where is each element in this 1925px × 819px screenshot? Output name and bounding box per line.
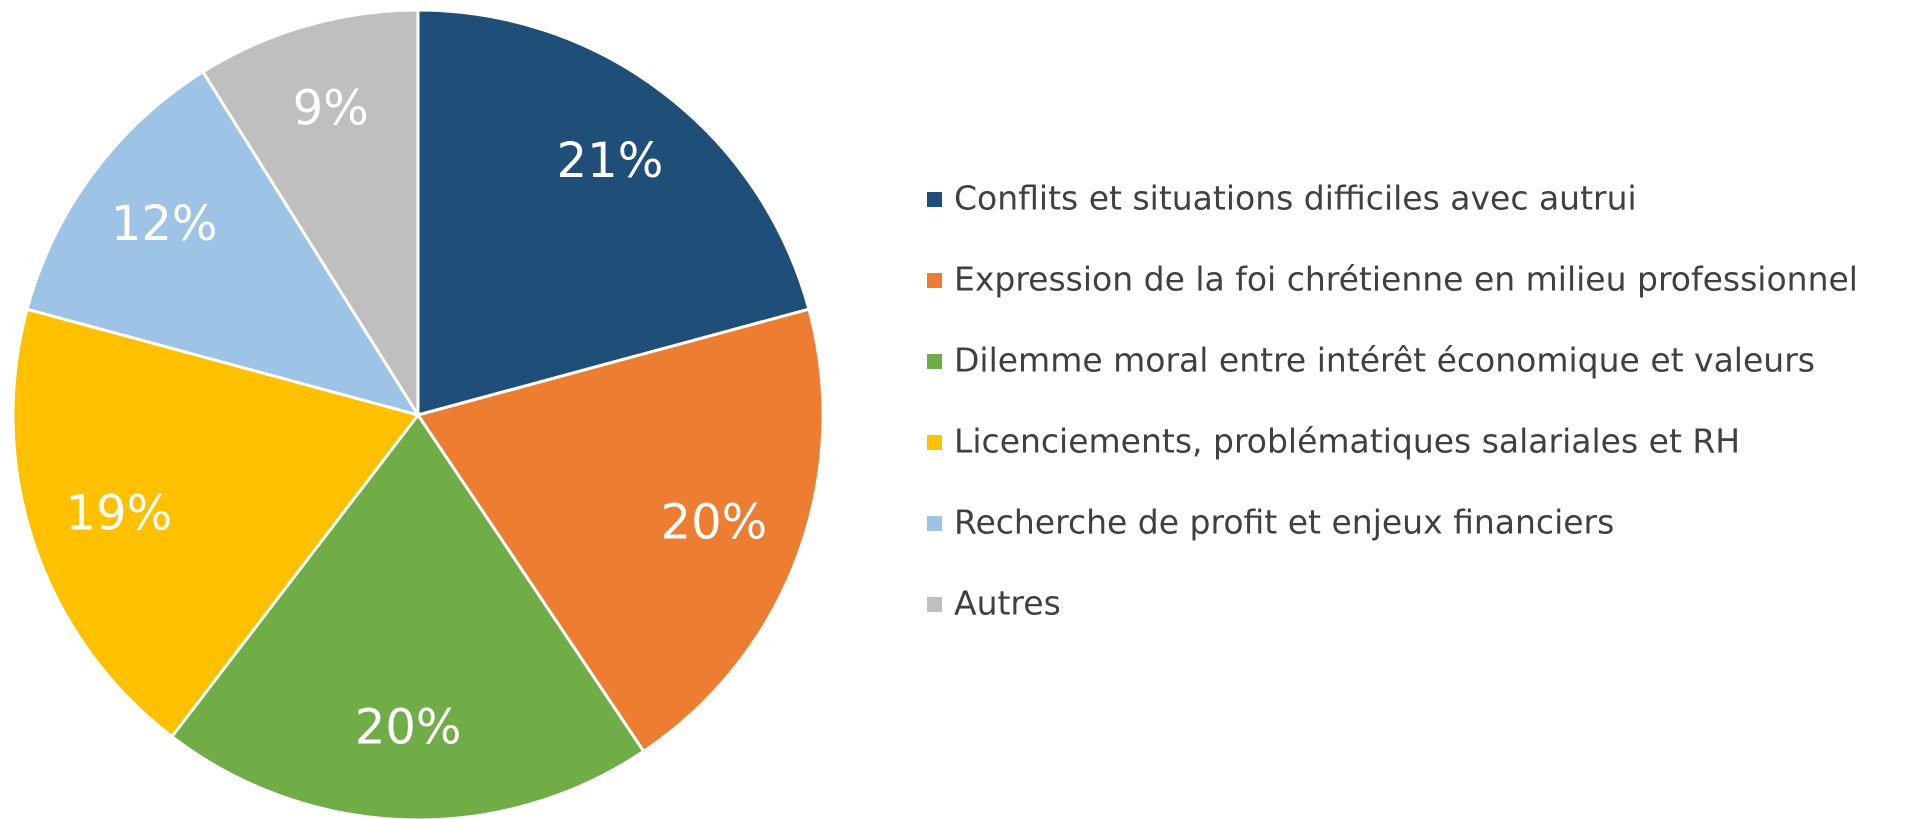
legend-text: Licenciements, problématiques salariales… [954,422,1740,461]
pie-slice [415,307,825,754]
legend-text: Expression de la foi chrétienne en milie… [954,260,1858,299]
slice-label: 20% [355,700,462,756]
legend-text: Recherche de profit et enjeux financiers [954,503,1614,542]
pie-slice [169,412,646,819]
slice-label: 20% [661,495,768,551]
legend-swatch [927,516,942,531]
slice-label: 19% [65,485,172,541]
legend-swatch [927,273,942,288]
legend-text: Autres [954,584,1061,623]
pie-slice [200,8,420,421]
legend-text: Dilemme moral entre intérêt économique e… [954,341,1815,380]
slice-label: 12% [111,196,218,252]
pie-slice [25,69,422,418]
slice-label: 21% [557,133,664,189]
pie-slice [11,307,421,739]
legend-swatch [927,192,942,207]
legend-text: Conflits et situations difficiles avec a… [954,179,1637,218]
legend-swatch [927,435,942,450]
legend-swatch [927,354,942,369]
legend-swatch [927,597,942,612]
pie-slice [416,8,811,417]
slice-label: 9% [293,80,369,136]
